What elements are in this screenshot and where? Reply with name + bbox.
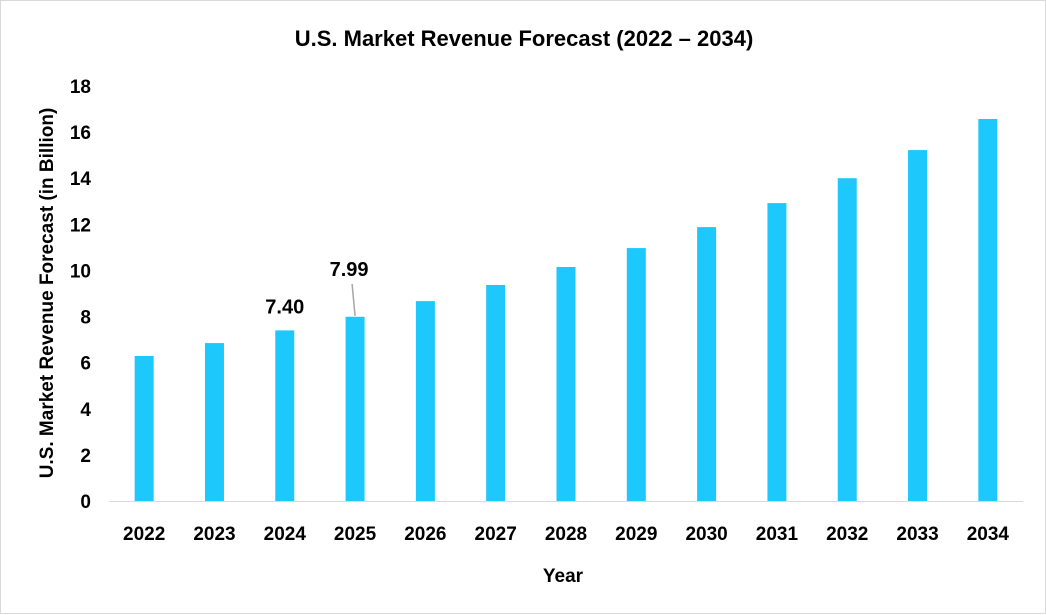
bar-2029 — [626, 248, 646, 501]
data-label-2024: 7.40 — [265, 296, 304, 318]
x-tick-label: 2029 — [615, 524, 657, 545]
y-tick-label: 16 — [70, 123, 91, 144]
y-tick-label: 0 — [80, 492, 91, 513]
x-tick-label: 2034 — [967, 524, 1010, 545]
x-tick-label: 2032 — [826, 524, 868, 545]
x-tick-label: 2026 — [404, 524, 446, 545]
x-tick-label: 2033 — [896, 524, 938, 545]
data-label-leader-line — [351, 283, 356, 316]
x-tick-label: 2028 — [545, 524, 587, 545]
bar-2032 — [837, 178, 857, 501]
x-tick-label: 2030 — [685, 524, 727, 545]
bar-2030 — [697, 227, 717, 501]
x-axis-label: Year — [543, 566, 584, 587]
y-tick-label: 8 — [80, 308, 91, 329]
bar-2026 — [415, 301, 435, 501]
x-tick-label: 2024 — [264, 524, 307, 545]
y-tick-label: 12 — [70, 215, 91, 236]
data-label-2025: 7.99 — [330, 259, 369, 281]
bar-2025 — [345, 316, 365, 501]
bar-2033 — [908, 150, 928, 501]
y-tick-label: 10 — [70, 261, 91, 282]
chart-title: U.S. Market Revenue Forecast (2022 – 203… — [295, 26, 754, 51]
x-tick-label: 2022 — [123, 524, 165, 545]
y-tick-label: 4 — [80, 400, 91, 421]
y-tick-label: 6 — [80, 354, 91, 375]
x-tick-label: 2031 — [756, 524, 799, 545]
bar-2023 — [204, 343, 224, 501]
x-tick-label: 2023 — [193, 524, 235, 545]
x-tick-label: 2025 — [334, 524, 377, 545]
bar-2034 — [978, 118, 998, 501]
bar-2024 — [275, 330, 295, 501]
bar-2022 — [134, 355, 154, 501]
y-tick-label: 14 — [70, 169, 92, 190]
y-tick-label: 18 — [70, 77, 91, 98]
bar-2027 — [486, 284, 506, 501]
bar-2031 — [767, 203, 787, 501]
bar-2028 — [556, 266, 576, 501]
y-tick-label: 2 — [80, 446, 91, 467]
y-axis-label: U.S. Market Revenue Forecast (in Billion… — [37, 108, 58, 479]
x-tick-label: 2027 — [475, 524, 517, 545]
